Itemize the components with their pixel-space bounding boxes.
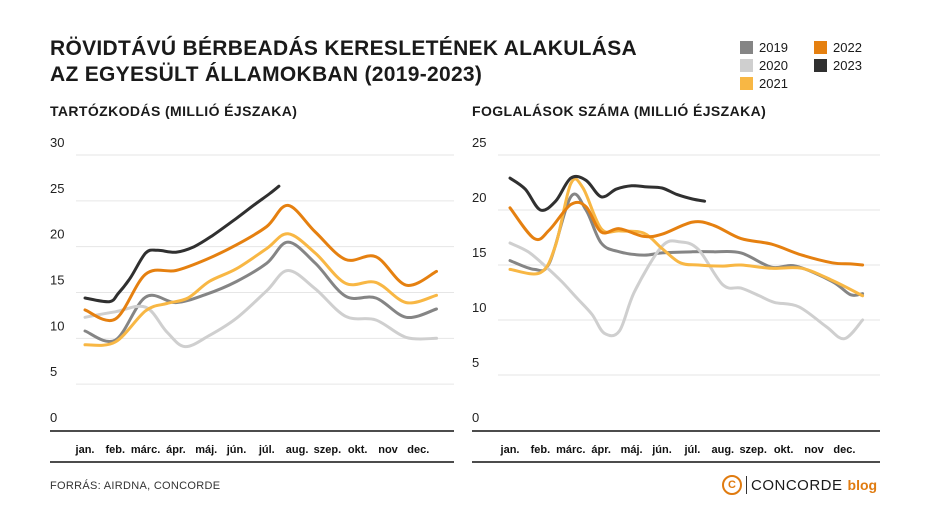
brand-name: CONCORDE [751,476,843,494]
left-x-tick-label: dec. [407,444,429,456]
right-x-tick-label: dec. [833,444,855,456]
legend-item-2019: 2019 [740,40,788,56]
left-y-tick-label: 10 [50,318,64,333]
legend-swatch-2021 [740,77,753,90]
chart-title: Rövidtávú bérbeadás keresletének alakulá… [50,36,690,88]
left-x-tick-label: nov [378,444,398,456]
left-series-line-2019 [83,240,438,343]
brand-divider [746,476,747,494]
right-x-tick-label: okt. [774,444,794,456]
left-y-tick-label: 30 [50,135,64,150]
right-y-tick-label: 5 [472,355,479,370]
right-series-line-2022 [508,200,865,267]
concorde-logo-icon: C [722,475,742,495]
legend-label-2019: 2019 [759,40,788,55]
right-chart-title: Foglalások száma (millió éjszaka) [472,103,767,119]
right-x-tick-label: ápr. [591,444,611,456]
right-y-tick-label: 15 [472,245,486,260]
right-x-tick-label: júl. [683,444,700,456]
left-x-tick-label: aug. [286,444,309,456]
left-x-tick-label: júl. [258,444,275,456]
left-y-tick-label: 25 [50,181,64,196]
right-series-line-2023 [508,174,707,212]
legend-item-2023: 2023 [814,58,862,74]
left-series-line-2021 [83,232,438,347]
right-x-tick-label: szep. [739,444,767,456]
legend-swatch-2020 [740,59,753,72]
left-series-line-2023 [83,184,281,304]
left-x-tick-label: márc. [131,444,160,456]
left-x-tick-label: jan. [75,444,95,456]
right-y-tick-label: 0 [472,410,479,425]
legend-swatch-2023 [814,59,827,72]
legend-item-2021: 2021 [740,76,788,92]
left-x-tick-label: jún. [226,444,247,456]
chart-title-line2: az Egyesült Államokban (2019-2023) [50,63,483,86]
right-x-tick-label: márc. [556,444,585,456]
left-y-tick-label: 20 [50,227,64,242]
brand-logo: C CONCORDE blog [722,474,877,496]
legend-swatch-2019 [740,41,753,54]
left-y-tick-label: 15 [50,273,64,288]
right-y-tick-label: 10 [472,300,486,315]
right-x-tick-label: feb. [531,444,551,456]
source-note: FORRÁS: AIRDNA, CONCORDE [50,480,221,492]
left-x-tick-label: ápr. [166,444,186,456]
right-x-tick-label: jan. [500,444,520,456]
legend-swatch-2022 [814,41,827,54]
left-series-line-2022 [83,203,438,322]
legend-label-2022: 2022 [833,40,862,55]
legend-label-2021: 2021 [759,76,788,91]
right-y-tick-label: 20 [472,190,486,205]
legend-label-2023: 2023 [833,58,862,73]
right-x-tick-label: máj. [621,444,643,456]
legend-item-2020: 2020 [740,58,788,74]
left-y-tick-label: 0 [50,410,57,425]
legend: 2019 2020 2021 2022 2023 [740,40,890,92]
left-y-tick-label: 5 [50,364,57,379]
chart-title-line1: Rövidtávú bérbeadás keresletének alakulá… [50,37,638,60]
right-x-tick-label: aug. [711,444,734,456]
left-x-tick-label: okt. [348,444,368,456]
left-x-tick-label: máj. [195,444,217,456]
left-x-tick-label: szep. [314,444,342,456]
right-series-line-2020 [508,239,865,341]
right-x-tick-label: nov [804,444,824,456]
right-series-line-2021 [508,177,865,298]
left-chart-title: Tartózkodás (millió éjszaka) [50,103,298,119]
brand-suffix: blog [847,477,878,493]
right-y-tick-label: 25 [472,135,486,150]
right-x-tick-label: jún. [651,444,672,456]
legend-item-2022: 2022 [814,40,862,56]
left-x-tick-label: feb. [106,444,126,456]
legend-label-2020: 2020 [759,58,788,73]
